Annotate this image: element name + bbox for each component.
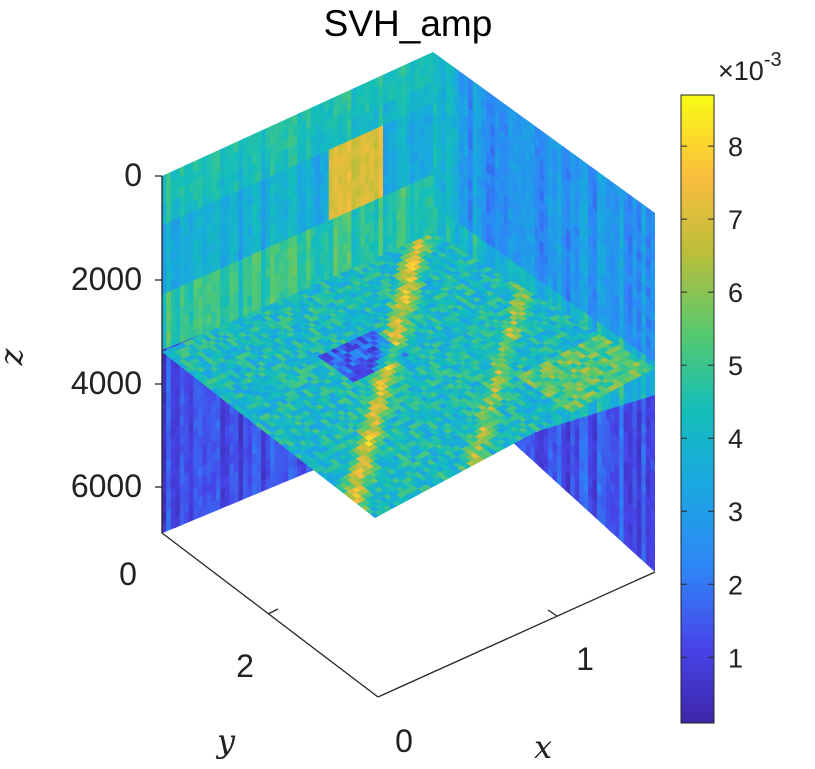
heatmap-cell: [206, 501, 212, 515]
heatmap-cell: [215, 498, 221, 511]
heatmap-cell: [530, 466, 536, 481]
heatmap-cell: [503, 457, 509, 473]
heatmap-cell: [525, 463, 532, 478]
heatmap-cell: [184, 511, 190, 525]
heatmap-cell: [556, 484, 563, 499]
heatmap-cell: [592, 518, 598, 534]
heatmap-cell: [270, 475, 276, 489]
chart-title: SVH_amp: [324, 3, 493, 44]
heatmap-cell: [193, 507, 199, 521]
heatmap-cell: [252, 482, 258, 496]
heatmap-cell: [525, 473, 532, 488]
heatmap-cell: [583, 512, 589, 527]
heatmap-cell: [170, 516, 176, 530]
heatmap-cell: [539, 472, 545, 487]
heatmap-cell: [570, 503, 576, 518]
heatmap-cell: [211, 499, 217, 513]
heatmap-cell: [265, 477, 271, 491]
heatmap-cell: [202, 503, 208, 517]
heatmap-cell: [534, 469, 540, 484]
heatmap-cell: [162, 520, 167, 533]
heatmap-cell: [579, 509, 585, 524]
heatmap-cell: [596, 521, 603, 537]
heatmap-cell: [494, 451, 500, 467]
heatmap-cell: [238, 488, 244, 502]
heatmap-cell: [247, 484, 253, 498]
heatmap-cell: [256, 481, 262, 494]
heatmap-cell: [229, 492, 235, 506]
heatmap-cell: [508, 450, 514, 466]
heatmap-cell: [548, 488, 554, 503]
heatmap-cell: [179, 513, 185, 526]
heatmap-cell: [243, 486, 249, 500]
heatmap-cell: [543, 475, 549, 490]
heatmap-cell: [274, 473, 280, 487]
heatmap-cell: [548, 478, 554, 493]
heatmap-cell: [220, 496, 226, 509]
heatmap-cell: [508, 460, 514, 476]
heatmap-cell: [561, 497, 567, 512]
heatmap-cell: [279, 471, 285, 485]
heatmap-cell: [503, 447, 509, 463]
heatmap-cell: [512, 443, 518, 459]
heatmap-cell: [534, 479, 540, 494]
heatmap-cell: [175, 515, 181, 528]
heatmap-cell: [552, 481, 558, 496]
heatmap-cell: [197, 505, 203, 519]
heatmap-cell: [512, 464, 518, 479]
heatmap-cell: [543, 485, 549, 500]
heatmap-cell: [499, 454, 505, 470]
heatmap-cell: [166, 518, 172, 532]
heatmap-cell: [517, 456, 523, 472]
heatmap-cell: [565, 500, 571, 515]
heatmap-cell: [530, 476, 536, 491]
heatmap-cell: [588, 515, 594, 530]
heatmap-cell: [521, 460, 527, 475]
heatmap-cell: [283, 469, 289, 483]
heatmap-cell: [601, 524, 607, 540]
heatmap-cell: [188, 509, 194, 523]
heatmap-cell: [521, 470, 527, 485]
heatmap-cell: [517, 467, 523, 482]
heatmap-cell: [556, 494, 563, 509]
heatmap-cell: [539, 482, 545, 497]
heatmap-cell: [512, 453, 518, 469]
heatmap-cell: [552, 491, 558, 506]
heatmap-cell: [234, 490, 240, 504]
heatmap-cell: [224, 494, 231, 508]
heatmap-cell: [574, 506, 580, 521]
heatmap-cell: [261, 479, 267, 493]
